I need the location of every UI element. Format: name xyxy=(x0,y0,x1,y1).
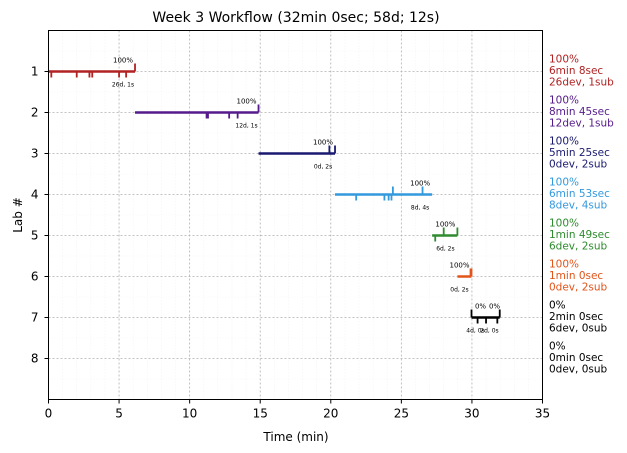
plot-frame xyxy=(48,30,543,400)
lab-2-bottom-label: 12d, 1s xyxy=(235,123,257,130)
lab-3-top-label: 100% xyxy=(313,139,333,147)
lab-4-bottom-label: 8d, 4s xyxy=(411,205,429,212)
lab-7-side-label: 6dev, 0sub xyxy=(549,323,608,335)
x-tick-label: 15 xyxy=(253,407,268,421)
lab-3-bottom-label: 0d, 2s xyxy=(314,164,332,171)
lab-3-side-label: 0dev, 2sub xyxy=(549,159,608,171)
lab-1-side-label: 100% xyxy=(549,54,579,66)
lab-2-top-label: 100% xyxy=(237,98,257,106)
lab-1-side-label: 6min 8sec xyxy=(549,65,603,77)
x-axis-label: Time (min) xyxy=(262,430,328,444)
lab-2-side-label: 12dev, 1sub xyxy=(549,118,614,130)
lab-6-side-label: 100% xyxy=(549,259,579,271)
x-tick-label: 10 xyxy=(182,407,197,421)
lab-3-side-label: 100% xyxy=(549,136,579,148)
lab-5-side-label: 1min 49sec xyxy=(549,229,610,241)
y-tick-label: 2 xyxy=(31,106,39,120)
x-tick-label: 0 xyxy=(45,407,53,421)
y-tick-label: 1 xyxy=(31,65,39,79)
y-tick-label: 8 xyxy=(31,352,39,366)
lab-5-bottom-label: 6d, 2s xyxy=(436,246,454,253)
lab-7-side-label: 0% xyxy=(549,300,566,312)
x-tick-label: 5 xyxy=(115,407,123,421)
lab-8-side-label: 0dev, 0sub xyxy=(549,364,608,376)
y-axis: 1 2 3 4 5 6 7 8 xyxy=(31,65,49,366)
x-tick-label: 20 xyxy=(323,407,338,421)
lab-7-bottom-label: 4d, 0s xyxy=(466,328,484,335)
lab-2-side-label: 8min 45sec xyxy=(549,106,610,118)
lab-7-bottom-label-2: 2d, 0s xyxy=(480,328,498,335)
lab-6-top-label: 100% xyxy=(449,262,469,270)
y-axis-label: Lab # xyxy=(11,197,25,233)
lab-7-top-label: 0% xyxy=(475,303,486,311)
lab-8-side-label: 0min 0sec xyxy=(549,352,603,364)
lab-5-top-label: 100% xyxy=(435,221,455,229)
lab-6-side-label: 1min 0sec xyxy=(549,270,603,282)
lab-7-top-label-2: 0% xyxy=(489,303,500,311)
lab-5-side-label: 100% xyxy=(549,218,579,230)
lab-4-side-label: 100% xyxy=(549,177,579,189)
lab-6-side-label: 0dev, 2sub xyxy=(549,282,608,294)
plot-grid xyxy=(48,30,543,400)
lab-2-side-label: 100% xyxy=(549,95,579,107)
lab-6-bottom-label: 0d, 2s xyxy=(450,287,468,294)
lab-8-side-label: 0% xyxy=(549,341,566,353)
lab-4-side-label: 6min 53sec xyxy=(549,188,610,200)
x-tick-label: 35 xyxy=(535,407,550,421)
lab-1-top-label: 100% xyxy=(113,57,133,65)
lab-7-side-label: 2min 0sec xyxy=(549,311,603,323)
lab-3-side-label: 5min 25sec xyxy=(549,147,610,159)
lab-1-side-label: 26dev, 1sub xyxy=(549,77,614,89)
y-tick-label: 6 xyxy=(31,270,39,284)
x-tick-label: 25 xyxy=(394,407,409,421)
lab-5-side-label: 6dev, 2sub xyxy=(549,241,608,253)
x-axis: 0 5 10 15 20 25 30 35 xyxy=(45,399,550,421)
y-tick-label: 3 xyxy=(31,147,39,161)
plot-marks: 100% 26d, 1s 100% 12d, 1s 100% 0d, 2s 100% 8d, … xyxy=(48,57,501,335)
lab-4-top-label: 100% xyxy=(410,180,430,188)
y-tick-label: 5 xyxy=(31,229,39,243)
lab-4-side-label: 8dev, 4sub xyxy=(549,200,608,212)
lab-1-bottom-label: 26d, 1s xyxy=(112,82,134,89)
chart-title: Week 3 Workflow (32min 0sec; 58d; 12s) xyxy=(152,10,439,26)
y-tick-label: 7 xyxy=(31,311,39,325)
y-tick-label: 4 xyxy=(31,188,39,202)
x-tick-label: 30 xyxy=(464,407,479,421)
